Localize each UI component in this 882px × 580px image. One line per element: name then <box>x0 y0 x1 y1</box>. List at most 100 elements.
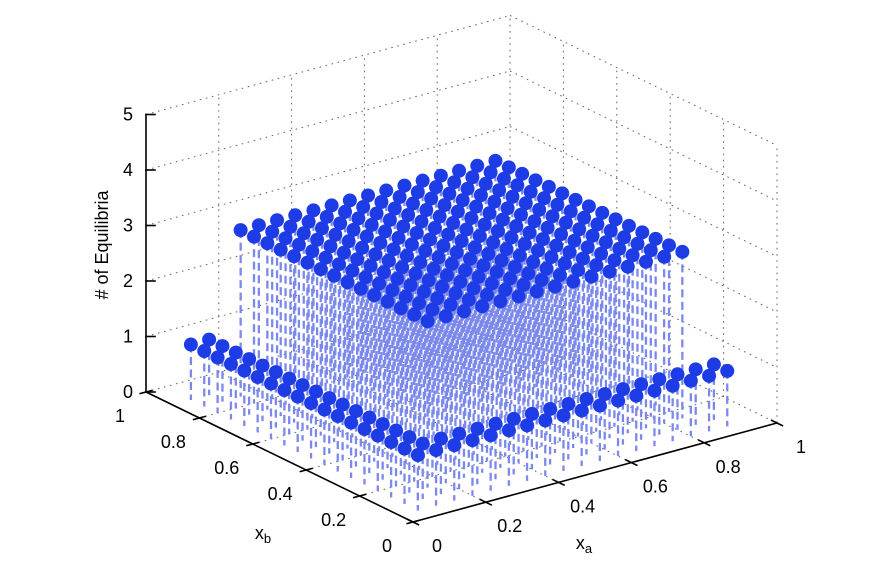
stem-marker <box>552 268 567 283</box>
stem-marker <box>233 223 248 238</box>
stem-marker <box>296 226 311 241</box>
stem-marker <box>443 297 458 312</box>
stem-marker <box>585 228 600 243</box>
stem-marker <box>638 254 653 269</box>
x-tick-label: 1 <box>796 437 806 457</box>
stem-marker <box>442 186 457 201</box>
stem-marker <box>415 173 430 188</box>
stem-marker <box>379 183 394 198</box>
stem-marker <box>396 219 411 234</box>
wall-gridline-left <box>145 181 511 282</box>
stem-marker <box>458 263 473 278</box>
stem-marker <box>635 225 650 240</box>
stem-marker <box>486 235 501 250</box>
stem-marker <box>460 181 475 196</box>
stem-marker <box>375 417 390 432</box>
stem-marker <box>374 195 389 209</box>
stem-marker <box>647 383 662 398</box>
stem-marker <box>467 240 482 255</box>
stem-marker <box>399 248 414 263</box>
axes <box>144 113 778 524</box>
stem-marker <box>390 271 405 286</box>
stem-marker <box>459 222 474 237</box>
stem-marker <box>202 332 217 347</box>
stem-marker <box>277 383 292 398</box>
stem-marker <box>414 214 429 229</box>
stem-marker <box>477 217 492 232</box>
floor-gridline-xb <box>306 370 671 471</box>
stem-marker <box>255 358 270 373</box>
stem-marker <box>706 357 721 372</box>
stem-marker <box>344 415 359 430</box>
x-tick-label: 0.6 <box>643 477 668 497</box>
stem-marker <box>568 192 583 207</box>
stem-marker <box>418 243 433 258</box>
stem-marker <box>454 234 469 248</box>
x-tick-label: 0.4 <box>570 496 595 516</box>
stem-marker <box>288 208 303 223</box>
stem-marker <box>657 249 672 264</box>
stem-marker <box>278 231 293 246</box>
stem-marker <box>478 176 493 191</box>
stem-marker <box>438 309 453 324</box>
stem-marker <box>509 219 524 234</box>
stem-marker <box>424 191 439 206</box>
stem-marker <box>611 393 626 408</box>
stem-marker <box>504 230 519 245</box>
stem-marker <box>368 247 383 262</box>
stem-marker <box>482 206 497 221</box>
stem-data <box>183 153 735 511</box>
stem-marker <box>436 238 451 253</box>
z-tick-label: 1 <box>123 327 133 347</box>
stem-marker <box>621 218 636 233</box>
stem-marker <box>237 363 252 378</box>
stem-marker <box>404 237 419 252</box>
stem-marker <box>518 196 533 211</box>
stem-marker <box>617 230 632 245</box>
stem-marker <box>264 376 278 391</box>
stem-marker <box>369 206 384 221</box>
stem-marker <box>364 217 379 232</box>
stem-marker <box>363 258 378 273</box>
x-axis-tick <box>770 419 784 427</box>
stem-marker <box>554 227 568 242</box>
stem-marker <box>421 273 436 288</box>
stem-marker <box>444 256 459 271</box>
stem-marker <box>571 263 585 278</box>
stem-marker <box>589 258 604 273</box>
stem-marker <box>431 250 446 265</box>
z-tick-label: 2 <box>123 271 133 291</box>
stem-marker <box>557 256 572 271</box>
x-axis-tick <box>624 458 638 467</box>
x-tick-label: 0.8 <box>716 457 741 477</box>
wall-gridline-left <box>145 237 511 337</box>
stem-marker <box>625 248 640 263</box>
stem-marker <box>526 255 541 270</box>
z-axis-label: # of Equilibria <box>92 189 112 299</box>
stem-marker <box>314 221 329 236</box>
stem-marker <box>429 180 443 195</box>
stem-marker <box>425 302 440 317</box>
stem-marker <box>461 292 476 307</box>
stem-marker <box>607 253 622 268</box>
stem-marker <box>373 235 388 250</box>
stem-marker <box>558 215 573 230</box>
stem-marker <box>304 396 319 411</box>
stem-marker <box>210 350 225 365</box>
y-axis-tick <box>406 519 420 525</box>
stem-marker <box>401 208 416 222</box>
stem-marker <box>612 241 627 256</box>
stem-marker <box>197 344 212 359</box>
stem-marker <box>494 253 509 268</box>
stem-marker <box>338 204 352 219</box>
stem-marker <box>223 357 238 372</box>
stem-marker <box>324 198 339 213</box>
stem-marker <box>501 423 516 438</box>
stem-marker <box>341 234 356 249</box>
x-axis <box>412 422 778 523</box>
stem-marker <box>287 249 302 264</box>
stem-marker <box>510 178 525 193</box>
stem-marker <box>313 262 328 277</box>
stem-marker <box>483 165 498 180</box>
stem-marker <box>561 397 576 411</box>
